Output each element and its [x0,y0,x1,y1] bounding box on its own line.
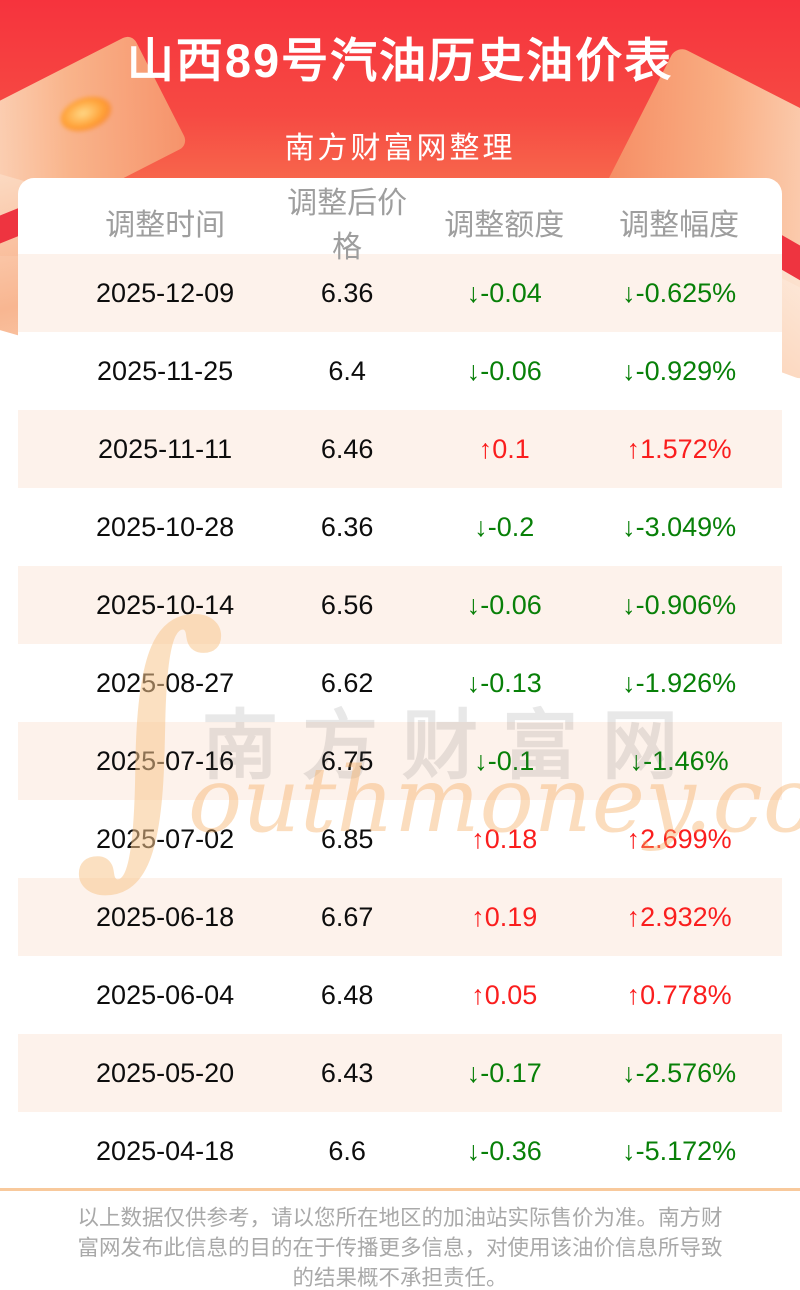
row-change: ↓-0.36 [466,1135,542,1166]
row-date: 2025-05-20 [96,1057,235,1088]
row-change-pct: ↓-0.906% [622,589,737,620]
table-row: 2025-12-09 6.36 ↓-0.04 ↓-0.625% [18,254,782,332]
table-row: 2025-10-28 6.36 ↓-0.2 ↓-3.049% [18,488,782,566]
row-change-pct: ↑2.699% [626,823,732,854]
row-price: 6.4 [328,355,366,386]
table-body: 2025-12-09 6.36 ↓-0.04 ↓-0.625% 2025-11-… [18,254,782,1190]
disclaimer-text: 以上数据仅供参考，请以您所在地区的加油站实际售价为准。南方财富网发布此信息的目的… [77,1206,723,1290]
row-date: 2025-11-11 [98,433,233,464]
column-header-adjust-amount: 调整额度 [444,209,565,242]
row-price: 6.46 [320,433,374,464]
row-change-pct: ↓-0.625% [622,277,737,308]
table-row: 2025-11-11 6.46 ↑0.1 ↑1.572% [18,410,782,488]
row-price: 6.85 [320,823,374,854]
footer: 以上数据仅供参考，请以您所在地区的加油站实际售价为准。南方财富网发布此信息的目的… [0,1203,800,1290]
table-row: 2025-05-20 6.43 ↓-0.17 ↓-2.576% [18,1034,782,1112]
row-change: ↑0.19 [471,901,538,932]
price-table-card: 调整时间 调整后价格 调整额度 调整幅度 2025-12-09 6.36 ↓-0… [18,178,782,1190]
table-row: 2025-07-02 6.85 ↑0.18 ↑2.699% [18,800,782,878]
page-subtitle: 南方财富网整理 [284,132,516,165]
table-row: 2025-10-14 6.56 ↓-0.06 ↓-0.906% [18,566,782,644]
table-row: 2025-06-04 6.48 ↑0.05 ↑0.778% [18,956,782,1034]
row-change: ↑0.1 [478,433,530,464]
row-change: ↓-0.06 [466,355,542,386]
table-header-row: 调整时间 调整后价格 调整额度 调整幅度 [18,178,782,264]
table-row: 2025-07-16 6.75 ↓-0.1 ↓-1.46% [18,722,782,800]
row-change: ↓-0.04 [466,277,542,308]
row-change: ↓-0.13 [466,667,542,698]
row-price: 6.67 [320,901,374,932]
row-change-pct: ↓-5.172% [622,1135,737,1166]
row-change: ↑0.18 [471,823,538,854]
column-header-adjust-rate: 调整幅度 [619,209,740,242]
table-row: 2025-08-27 6.62 ↓-0.13 ↓-1.926% [18,644,782,722]
row-date: 2025-10-14 [96,589,235,620]
row-price: 6.36 [320,511,374,542]
table-row: 2025-06-18 6.67 ↑0.19 ↑2.932% [18,878,782,956]
row-change: ↓-0.06 [466,589,542,620]
row-change-pct: ↑0.778% [626,979,732,1010]
orange-divider-line [0,1188,800,1191]
row-price: 6.6 [328,1135,366,1166]
row-date: 2025-08-27 [96,667,235,698]
column-header-adjusted-price: 调整后价格 [287,187,408,264]
row-change-pct: ↓-0.929% [622,355,737,386]
row-date: 2025-10-28 [96,511,235,542]
column-header-adjust-time: 调整时间 [105,209,226,242]
row-price: 6.48 [320,979,374,1010]
row-change-pct: ↑1.572% [626,433,732,464]
row-price: 6.36 [320,277,374,308]
row-change: ↓-0.1 [474,745,535,776]
row-change-pct: ↑2.932% [626,901,732,932]
row-change: ↓-0.17 [466,1057,542,1088]
row-price: 6.75 [320,745,374,776]
row-date: 2025-06-18 [96,901,235,932]
row-date: 2025-11-25 [97,355,234,386]
table-row: 2025-04-18 6.6 ↓-0.36 ↓-5.172% [18,1112,782,1190]
table-row: 2025-11-25 6.4 ↓-0.06 ↓-0.929% [18,332,782,410]
row-change-pct: ↓-1.926% [622,667,737,698]
row-date: 2025-07-16 [96,745,235,776]
row-change-pct: ↓-1.46% [629,745,729,776]
row-date: 2025-06-04 [96,979,235,1010]
page-title: 山西89号汽油历史油价表 [126,34,674,87]
row-price: 6.43 [320,1057,374,1088]
row-change: ↑0.05 [471,979,538,1010]
row-date: 2025-12-09 [96,277,235,308]
row-date: 2025-04-18 [96,1135,235,1166]
row-change-pct: ↓-2.576% [622,1057,737,1088]
row-price: 6.56 [320,589,374,620]
row-change-pct: ↓-3.049% [622,511,737,542]
row-date: 2025-07-02 [96,823,235,854]
row-price: 6.62 [320,667,374,698]
row-change: ↓-0.2 [474,511,535,542]
